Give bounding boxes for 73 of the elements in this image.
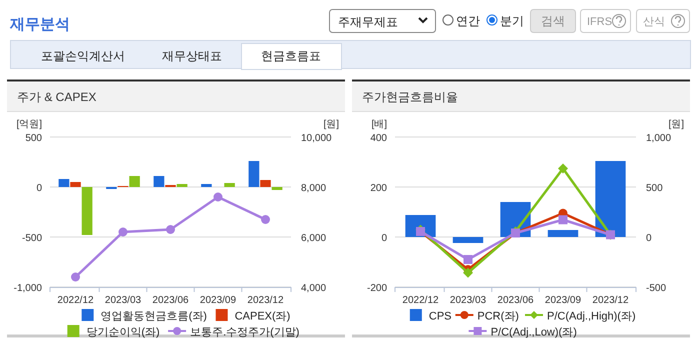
bar — [595, 161, 626, 237]
bar — [224, 183, 235, 187]
text: 포괄손익계산서 — [41, 49, 125, 63]
text: 재무분석 — [9, 16, 70, 33]
y2-axis-title: [원] — [323, 119, 340, 130]
x-tick-label: 2023/09 — [544, 295, 582, 306]
bar — [129, 176, 140, 187]
chart-title: 주가 & CAPEX — [17, 90, 96, 104]
legend-label: CPS — [428, 310, 452, 322]
legend-label: P/C(Adj.,Low)(좌) — [490, 326, 577, 338]
x-tick-label: 2022/12 — [57, 295, 94, 306]
y-tick-label: -200 — [366, 283, 388, 294]
bar — [248, 161, 260, 187]
legend-label: 영업활동현금흐름(좌) — [100, 310, 207, 322]
point — [463, 268, 474, 278]
x-tick-label: 2023/12 — [592, 295, 629, 306]
y-tick-label: -500 — [22, 233, 42, 244]
text: 산식 — [643, 16, 665, 28]
text: 검색 — [541, 14, 565, 28]
y2-tick-label: 500 — [646, 183, 664, 194]
point — [464, 255, 473, 264]
y-axis-title: [억원] — [16, 119, 42, 130]
text: IFRS — [587, 16, 612, 28]
point — [71, 272, 80, 282]
bar — [82, 187, 92, 235]
bar — [272, 187, 282, 190]
bar — [58, 179, 70, 187]
point — [558, 164, 568, 174]
y2-tick-label: 4,000 — [301, 283, 326, 294]
text: 연간 — [456, 14, 480, 28]
x-tick-label: 2022/12 — [402, 295, 440, 306]
point — [118, 228, 128, 236]
y-tick-label: 0 — [36, 183, 42, 194]
legend-label: 당기순이익(좌) — [86, 326, 160, 338]
y-tick-label: 500 — [25, 133, 42, 144]
text: 분기 — [500, 14, 524, 28]
y-tick-label: 0 — [381, 233, 388, 244]
y2-tick-label: 10,000 — [301, 133, 332, 144]
point — [213, 192, 222, 202]
x-tick-label: 2023/06 — [497, 295, 534, 306]
x-tick-label: 2023/06 — [152, 295, 190, 306]
point — [260, 215, 270, 224]
legend-label: PCR(좌) — [477, 310, 519, 322]
y2-tick-label: 8,000 — [301, 183, 326, 194]
y-tick-label: 200 — [370, 183, 388, 194]
legend-label: 보통주.수정주가(기말) — [190, 326, 300, 338]
text: 재무상태표 — [162, 49, 222, 63]
x-tick-label: 2023/03 — [104, 295, 142, 306]
y-tick-label: 400 — [370, 133, 388, 144]
y2-axis-title: [원] — [668, 119, 684, 130]
bar — [452, 237, 484, 243]
y2-tick-label: 6,000 — [301, 233, 326, 244]
bar — [201, 184, 212, 187]
bar — [70, 182, 81, 187]
bar — [548, 230, 578, 237]
chart-title: 주가현금흐름비율 — [362, 90, 458, 104]
bar — [154, 176, 164, 187]
point — [166, 225, 175, 234]
x-tick-label: 2023/03 — [450, 295, 487, 306]
y-axis-title: [배] — [371, 119, 388, 130]
x-tick-label: 2023/12 — [247, 295, 284, 306]
legend-label: CAPEX(좌) — [234, 310, 290, 322]
text: 현금흐름표 — [261, 49, 321, 63]
point — [558, 215, 568, 224]
bar — [260, 180, 271, 187]
bar — [176, 184, 188, 187]
x-tick-label: 2023/09 — [200, 295, 237, 306]
y2-tick-label: 1,000 — [646, 133, 672, 144]
y-tick-label: -1,000 — [14, 283, 42, 294]
dropdown: 주재무제표 — [329, 9, 436, 33]
y2-tick-label: -500 — [646, 283, 666, 294]
y2-tick-label: 0 — [646, 233, 652, 244]
legend-label: P/C(Adj.,High)(좌) — [547, 310, 636, 322]
